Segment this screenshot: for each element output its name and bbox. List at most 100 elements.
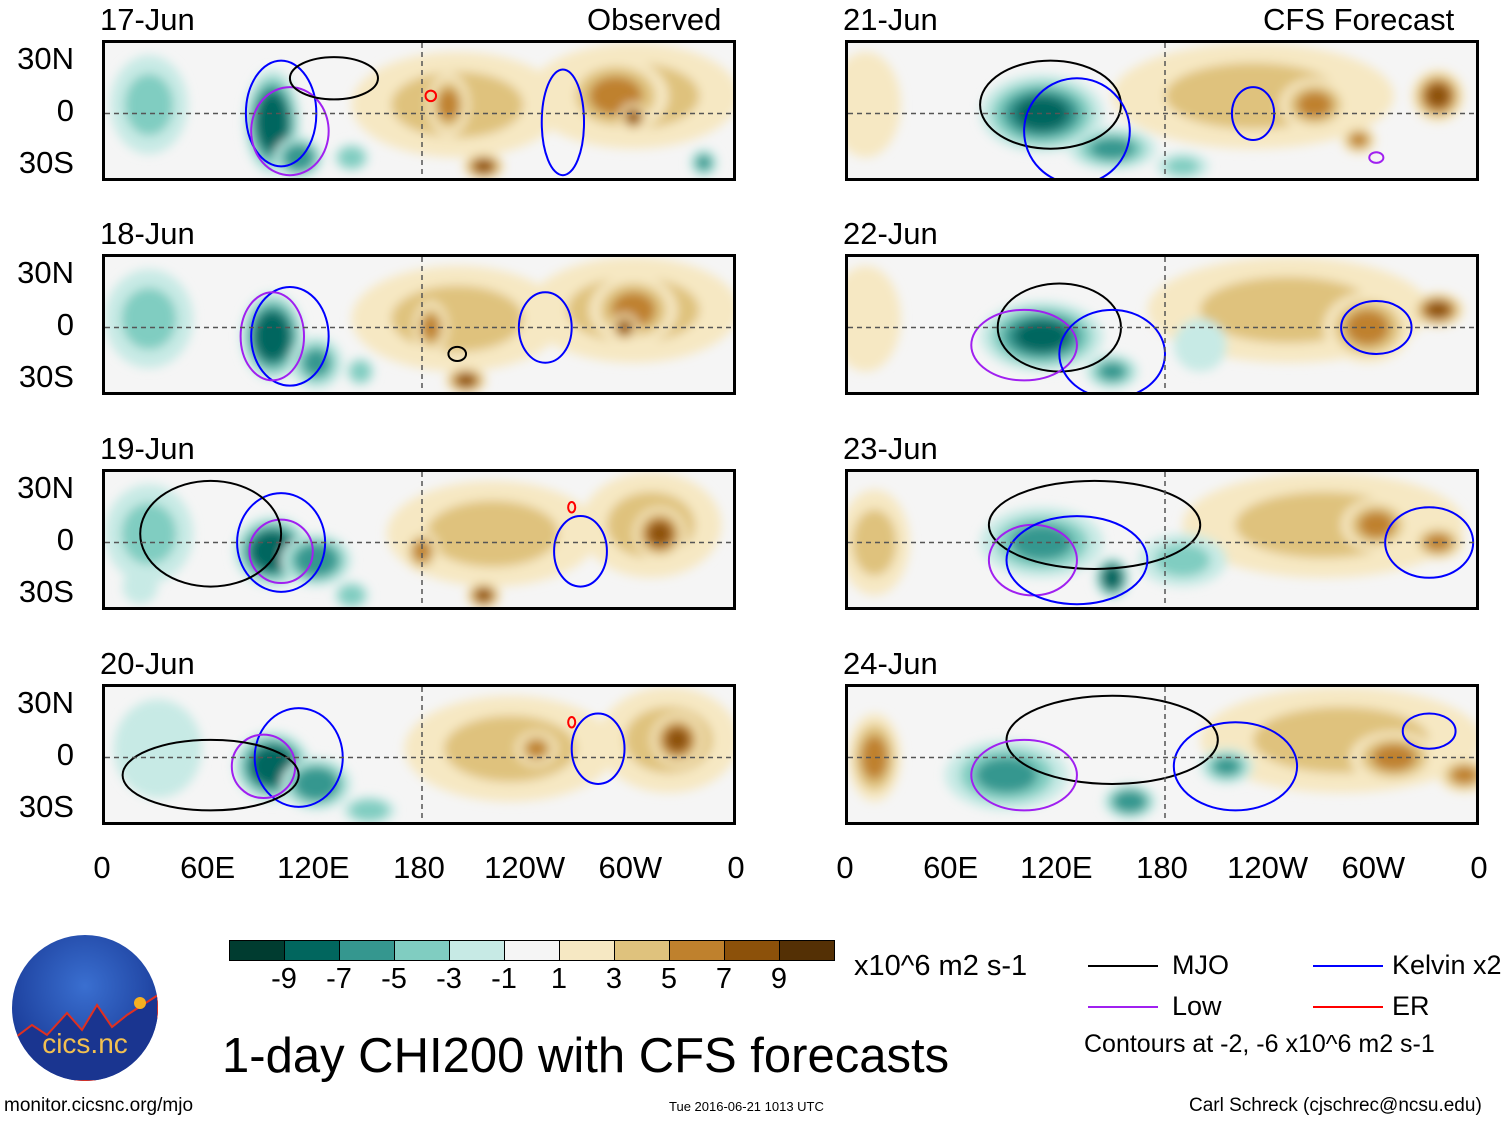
colorbar-label: -7 [326,963,352,995]
lat-tick-label: 0 [56,522,74,557]
legend-low: Low [1172,991,1222,1021]
low-contour [970,738,1078,812]
colorbar-label: -1 [491,963,517,995]
anomaly-blob [426,500,559,567]
figure-title: 1-day CHI200 with CFS forecasts [222,1029,950,1083]
lat-tick-label: 0 [56,737,74,772]
low-contour [250,86,330,177]
lon-tick-label: 120W [1227,850,1309,885]
lat-tick-label: 30N [17,41,74,76]
cics-logo: cics.nc [12,935,158,1081]
panel-date-label: 19-Jun [100,431,195,466]
mjo-contour [121,738,300,812]
colorbar-swatch [779,940,835,961]
map-panel-23-Jun [845,469,1479,610]
kelvin-contour [553,515,608,588]
lon-tick-label: 0 [1470,850,1488,885]
anomaly-blob [475,589,492,602]
colorbar-swatch [504,940,560,961]
kelvin-contour [517,291,573,364]
kelvin-contour [250,285,330,387]
anomaly-blob [456,374,476,387]
mjo-contour [1005,694,1219,785]
lat-tick-label: 30S [18,145,74,180]
anomaly-blob [342,150,361,165]
lon-tick-label: 0 [836,850,854,885]
colorbar-label: -9 [271,963,297,995]
anomaly-blob [121,502,177,565]
anomaly-blob [861,735,888,780]
er-contour [567,500,577,514]
anomaly-blob [300,548,332,572]
colorbar-label: -3 [436,963,462,995]
anomaly-blob [1118,793,1142,810]
anomaly-blob [129,575,152,598]
anomaly-blob [1213,757,1240,776]
er-contour [567,715,577,729]
map-panel-24-Jun [845,684,1479,825]
legend-er-line [1313,1006,1383,1008]
kelvin-contour [1058,308,1166,392]
anomaly-blob [975,757,1038,793]
panel-date-label: 17-Jun [100,2,195,37]
lat-tick-label: 30S [18,789,74,824]
anomaly-blob [627,110,640,124]
anomaly-blob [1297,91,1333,118]
legend-kelvin-line [1313,965,1383,967]
kelvin-contour [1172,721,1299,812]
colorbar-swatch [614,940,670,961]
colorbar-swatch [229,940,285,961]
lon-tick-label: 60W [598,850,663,885]
colorbar-label: 9 [770,963,788,995]
colorbar-swatch [559,940,615,961]
mjo-contour [139,479,283,588]
panel-date-label: 21-Jun [843,2,938,37]
lat-tick-label: 0 [56,93,74,128]
anomaly-blob [1155,543,1211,577]
observed-header: Observed [587,2,722,37]
lon-tick-label: 60E [923,850,979,885]
mjo-contour [447,345,468,362]
lon-tick-label: 60W [1341,850,1406,885]
lat-tick-label: 0 [56,307,74,342]
anomaly-blob [124,73,174,136]
colorbar-label: 1 [550,963,568,995]
lon-tick-label: 120E [277,850,350,885]
mjo-contour [288,56,379,101]
anomaly-blob [696,155,711,170]
lon-tick-label: 0 [93,850,111,885]
low-contour [970,308,1078,382]
colorbar-units: x10^6 m2 s-1 [854,950,1028,982]
legend-kelvin: Kelvin x2 [1392,950,1502,980]
anomaly-blob [1090,138,1135,160]
anomaly-blob [300,772,332,796]
panel-date-label: 20-Jun [100,646,195,681]
kelvin-contour [1023,77,1131,178]
anomaly-blob [1358,511,1394,539]
lon-tick-label: 180 [1136,850,1188,885]
map-panel-19-Jun [102,469,736,610]
anomaly-blob [1014,320,1069,352]
anomaly-blob [1345,309,1390,346]
cfs-forecast-header: CFS Forecast [1263,2,1455,37]
anomaly-blob [1166,157,1200,176]
lat-tick-label: 30S [18,574,74,609]
colorbar-label: 7 [715,963,733,995]
anomaly-blob [852,509,897,576]
logo-text: cics.nc [42,1028,128,1059]
kelvin-contour [570,712,626,785]
anomaly-blob [1349,132,1368,147]
anomaly-blob [121,287,177,350]
map-panel-22-Jun [845,254,1479,395]
footer-timestamp: Tue 2016-06-21 1013 UTC [669,1099,824,1114]
anomaly-blob [391,285,524,352]
anomaly-blob [1183,328,1217,362]
legend-low-line [1088,1006,1158,1008]
footer-url[interactable]: monitor.cicsnc.org/mjo [4,1095,194,1116]
anomaly-blob [618,321,631,334]
panel-date-label: 22-Jun [843,216,938,251]
map-panel-17-Jun [102,40,736,181]
colorbar-swatch [724,940,780,961]
colorbar-swatch [284,940,340,961]
anomaly-blob [474,160,493,173]
